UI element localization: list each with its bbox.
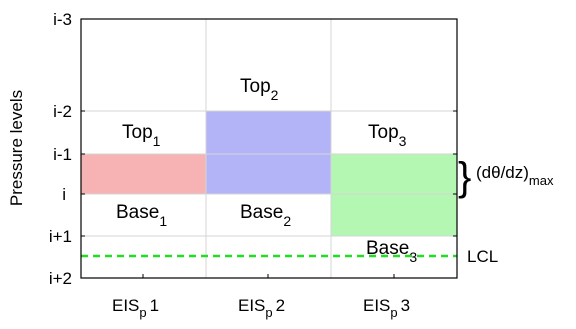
column-label-3: EISp 3 xyxy=(363,296,410,320)
column-label-1: EISp 1 xyxy=(112,296,159,320)
y-tick-label-4: i+1 xyxy=(49,227,72,246)
eis2-layer-fill xyxy=(206,111,331,194)
y-tick-label-0: i-3 xyxy=(53,10,72,29)
eis1-layer-fill xyxy=(81,154,206,194)
column-label-2: EISp 2 xyxy=(238,296,285,320)
y-tick-label-5: i+2 xyxy=(49,269,72,288)
base-label-2: Base2 xyxy=(240,202,291,229)
top-label-3: Top3 xyxy=(368,122,407,149)
y-tick-label-1: i-2 xyxy=(53,102,72,121)
top-label-1: Top1 xyxy=(122,122,161,149)
lcl-label: LCL xyxy=(467,247,498,266)
plot-frame xyxy=(80,18,458,279)
y-tick-label-2: i-1 xyxy=(53,145,72,164)
eis3-layer-fill xyxy=(331,154,457,236)
top-label-2: Top2 xyxy=(240,76,279,103)
gradient-max-label: (dθ/dz)max xyxy=(476,163,554,188)
y-axis-title: Pressure levels xyxy=(7,90,26,206)
brace-glyph: } xyxy=(458,155,471,199)
base-label-1: Base1 xyxy=(116,202,167,229)
y-ticks xyxy=(81,18,457,279)
base-label-3: Base3 xyxy=(366,238,417,265)
grid xyxy=(81,19,457,278)
y-tick-label-3: i xyxy=(62,185,66,204)
